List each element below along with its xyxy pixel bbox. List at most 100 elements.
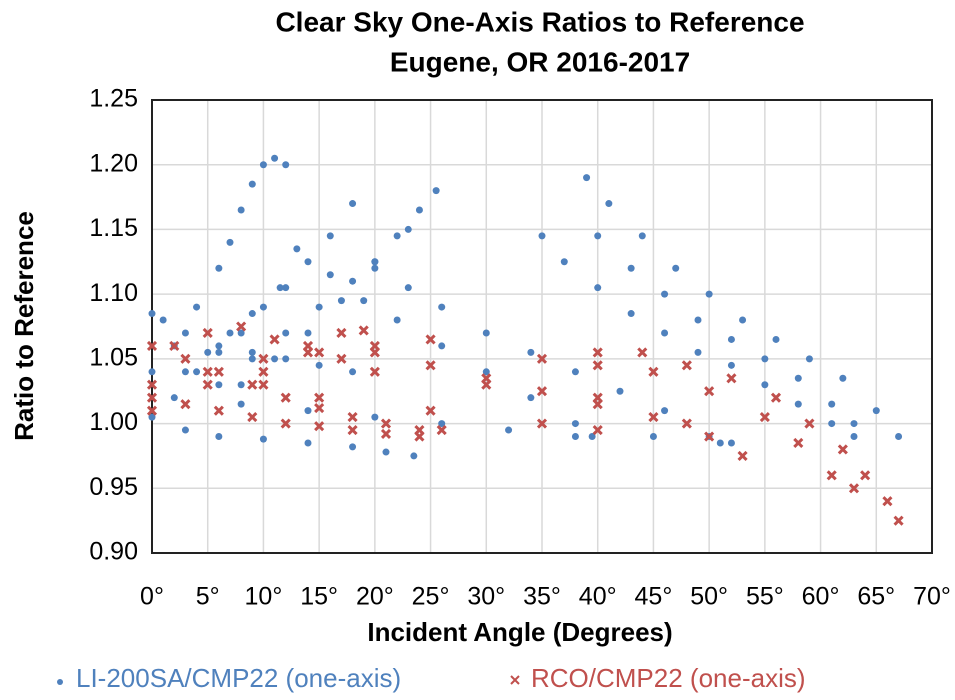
point — [637, 347, 648, 358]
point — [215, 342, 223, 350]
chart-title: Clear Sky One-Axis Ratios to Reference — [275, 6, 804, 37]
point — [349, 443, 357, 451]
point — [269, 334, 280, 345]
point — [761, 381, 769, 389]
point — [314, 402, 325, 414]
point — [527, 394, 535, 402]
chart-subtitle: Eugene, OR 2016-2017 — [390, 46, 690, 77]
point — [259, 435, 267, 443]
point — [349, 277, 357, 285]
point — [148, 413, 156, 421]
point — [793, 437, 804, 449]
point — [371, 413, 379, 421]
point — [536, 353, 548, 364]
point — [527, 348, 535, 356]
point — [193, 368, 201, 376]
point — [369, 366, 380, 377]
point — [649, 433, 657, 441]
point — [170, 394, 178, 402]
point — [237, 381, 245, 389]
x-tick-label: 55° — [746, 583, 784, 611]
plot-points — [146, 154, 904, 526]
point — [583, 174, 591, 182]
point — [349, 200, 357, 208]
point — [202, 327, 213, 339]
point — [438, 303, 446, 311]
x-tick-label: 0° — [140, 583, 164, 611]
legend-label: RCO/CMP22 (one-axis) — [531, 663, 806, 693]
point — [648, 366, 659, 377]
point — [770, 392, 782, 403]
point — [280, 392, 291, 403]
point — [146, 405, 158, 416]
point — [237, 206, 245, 214]
point — [850, 420, 858, 428]
point — [337, 297, 345, 305]
point — [347, 412, 358, 423]
point — [860, 470, 871, 481]
point — [661, 290, 669, 298]
x-axis-label: Incident Angle (Degrees) — [367, 617, 672, 647]
point — [588, 433, 596, 441]
point — [258, 353, 269, 364]
point — [594, 232, 602, 240]
legend-marker — [510, 675, 520, 685]
point — [314, 392, 325, 403]
point — [536, 386, 548, 397]
point — [571, 368, 579, 376]
point — [737, 450, 748, 461]
x-tick-label: 20° — [356, 583, 394, 611]
point — [571, 433, 579, 441]
point — [347, 424, 358, 436]
point — [146, 379, 158, 390]
point — [592, 424, 603, 436]
point — [146, 340, 158, 351]
point — [326, 232, 334, 240]
point — [248, 355, 256, 363]
point — [258, 366, 269, 377]
point — [482, 329, 490, 337]
point — [592, 360, 603, 371]
point — [627, 310, 635, 318]
point — [180, 353, 191, 364]
point — [259, 161, 267, 169]
y-axis-label: Ratio to Reference — [9, 211, 39, 441]
x-tick-label: 50° — [690, 583, 728, 611]
point — [536, 418, 548, 429]
point — [248, 180, 256, 188]
point — [371, 258, 379, 266]
point — [592, 392, 603, 403]
x-tick-label: 60° — [802, 583, 840, 611]
point — [727, 439, 735, 447]
point — [627, 264, 635, 272]
point — [704, 386, 715, 397]
y-tick-label: 1.00 — [89, 408, 138, 436]
point — [237, 400, 245, 408]
point — [739, 316, 747, 324]
y-tick-label: 1.20 — [89, 149, 138, 177]
point — [302, 340, 314, 351]
point — [314, 421, 325, 432]
point — [159, 316, 167, 324]
point — [393, 316, 401, 324]
point — [146, 392, 158, 403]
point — [393, 232, 401, 240]
point — [895, 433, 903, 441]
point — [148, 310, 156, 318]
point — [193, 303, 201, 311]
point — [247, 379, 258, 390]
point — [336, 353, 347, 364]
point — [213, 366, 224, 377]
point — [482, 368, 490, 376]
point — [672, 264, 680, 272]
point — [638, 232, 646, 240]
point — [837, 444, 848, 455]
point — [258, 379, 269, 390]
point — [369, 347, 380, 358]
point — [360, 297, 368, 305]
point — [805, 355, 813, 363]
point — [848, 483, 860, 494]
legend-marker — [57, 679, 63, 685]
point — [425, 334, 436, 345]
